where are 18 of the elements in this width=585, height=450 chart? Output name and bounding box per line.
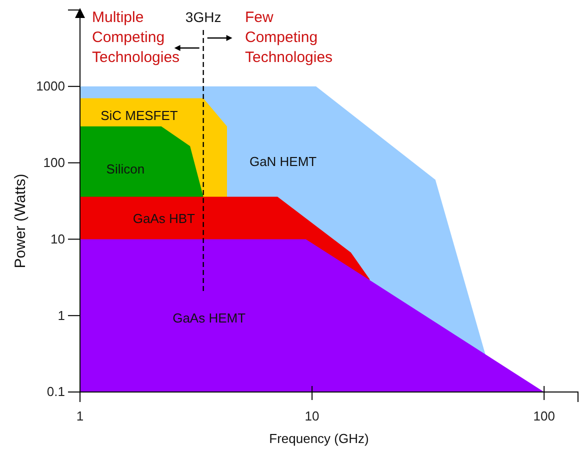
x-tick-label: 10 [304,408,320,424]
y-tick-label: 10 [50,231,65,246]
x-tick-label: 100 [533,408,555,424]
series-label: GaAs HBT [132,211,196,226]
series-label: GaAs HEMT [172,310,246,326]
y-tick-label: 1000 [36,78,65,94]
y-tick-label: 100 [43,154,65,170]
y-tick-label: 1 [58,308,65,323]
x-tick-label: 1 [76,408,84,424]
series-label: GaN HEMT [249,154,317,170]
annotation: Multiple Competing Technologies [92,9,180,66]
series-label: Silicon [106,162,145,177]
y-axis-title: Power (Watts) [12,174,29,268]
x-axis-title: Frequency (GHz) [269,431,369,446]
annotation: Few Competing Technologies [245,9,333,66]
series-label: SiC MESFET [100,108,178,124]
ref-line-label: 3GHz [185,9,222,25]
y-tick-label: 0.1 [46,384,65,400]
